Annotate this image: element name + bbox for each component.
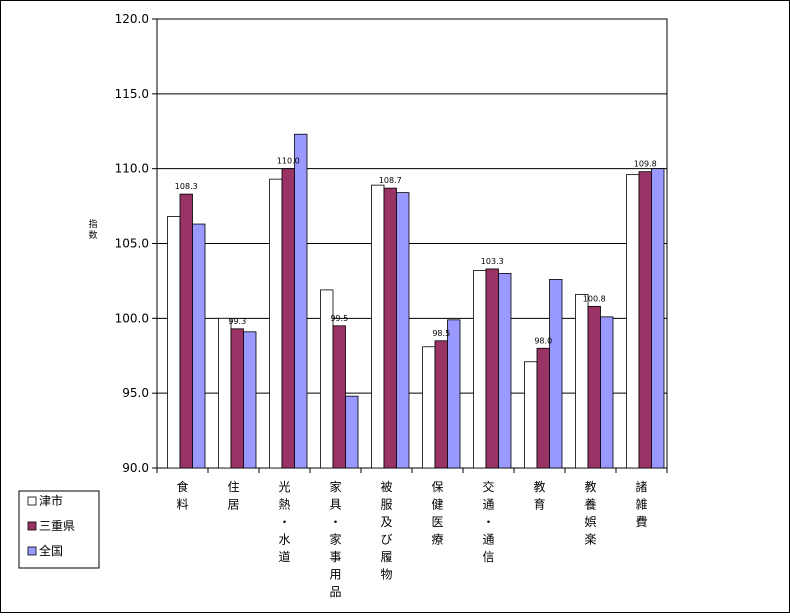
y-tick-label: 100.0 — [115, 311, 149, 325]
y-axis-label: 指数 — [88, 218, 97, 241]
bar — [447, 319, 461, 469]
bar — [524, 361, 538, 469]
legend-swatch — [27, 496, 37, 506]
category-label: 被服及び履物 — [380, 480, 392, 582]
category-label: 食料 — [176, 479, 188, 512]
category-label: 光熱・水道 — [278, 480, 290, 564]
bar — [626, 174, 640, 469]
bar — [422, 346, 436, 469]
bar — [587, 305, 601, 469]
data-label: 103.3 — [481, 257, 504, 266]
data-label: 108.7 — [379, 176, 402, 185]
bar — [167, 216, 181, 469]
bar — [651, 168, 665, 469]
bar — [294, 133, 308, 469]
bar — [371, 184, 385, 469]
category-label: 住居 — [227, 480, 239, 512]
y-tick-label: 105.0 — [115, 237, 149, 251]
category-label: 諸雑費 — [635, 479, 647, 529]
bar — [485, 268, 499, 469]
data-label: 98.0 — [534, 336, 552, 345]
bar — [396, 192, 410, 469]
bar — [549, 279, 563, 469]
data-label: 99.3 — [228, 317, 246, 326]
bar — [269, 178, 283, 469]
bar — [473, 270, 487, 469]
data-label: 109.8 — [634, 160, 657, 169]
legend-label: 三重県 — [39, 519, 75, 533]
legend-swatch — [27, 521, 37, 531]
legend-swatch — [27, 546, 37, 556]
legend-label: 全国 — [39, 543, 63, 558]
y-tick-label: 95.0 — [122, 386, 149, 400]
category-label: 教養娯楽 — [584, 479, 596, 547]
bar — [218, 317, 232, 469]
category-label: 交通・通信 — [482, 479, 494, 564]
bar — [536, 347, 550, 469]
category-label: 教育 — [533, 479, 545, 512]
bar — [498, 273, 512, 469]
y-tick-label: 90.0 — [122, 461, 149, 475]
data-label: 98.5 — [432, 329, 450, 338]
y-tick-label: 110.0 — [115, 162, 149, 176]
bar — [179, 193, 193, 469]
y-tick-label: 120.0 — [115, 12, 149, 26]
bar — [383, 187, 397, 469]
bar — [281, 168, 295, 469]
bar — [345, 395, 359, 469]
data-label: 99.5 — [330, 314, 348, 323]
bar — [434, 340, 448, 469]
bar — [230, 328, 244, 469]
bar — [243, 331, 257, 469]
y-tick-label: 115.0 — [115, 87, 149, 101]
category-label: 保健医療 — [431, 480, 443, 547]
data-label: 100.8 — [583, 294, 606, 303]
bar — [638, 171, 652, 469]
category-label: 家具・家事用品 — [329, 479, 341, 599]
legend-label: 津市 — [39, 493, 63, 508]
data-label: 110.0 — [277, 157, 300, 166]
bar — [332, 325, 346, 469]
bar — [192, 223, 206, 469]
bar — [600, 316, 614, 469]
data-label: 108.3 — [175, 182, 198, 191]
bar — [575, 293, 589, 469]
